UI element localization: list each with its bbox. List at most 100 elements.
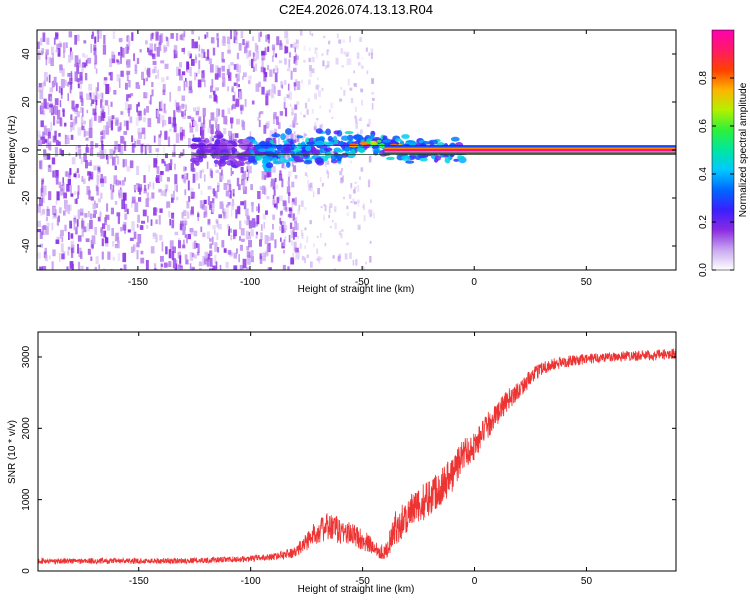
noise-speckle [144,108,146,116]
noise-speckle [216,36,219,40]
noise-speckle [304,207,307,211]
noise-speckle [356,52,360,59]
noise-speckle [246,177,249,181]
noise-speckle [241,174,245,180]
noise-speckle [346,242,349,246]
noise-speckle [122,224,127,231]
noise-speckle [274,86,276,95]
echo-blob [370,133,375,140]
noise-speckle [37,229,42,233]
noise-speckle [306,174,309,178]
noise-speckle [248,166,252,174]
noise-speckle [291,201,294,209]
noise-speckle [42,266,47,270]
noise-speckle [354,115,357,119]
noise-speckle [196,106,200,113]
noise-speckle [80,157,83,164]
noise-speckle [281,84,284,89]
noise-speckle [174,183,178,191]
noise-speckle [369,255,372,263]
noise-speckle [77,209,81,220]
noise-speckle [217,247,220,253]
noise-speckle [41,136,46,144]
noise-speckle [204,205,208,215]
noise-speckle [281,225,284,234]
noise-speckle [86,93,90,100]
noise-speckle [147,47,150,53]
noise-speckle [153,158,158,168]
noise-speckle [157,113,161,124]
noise-speckle [172,246,176,254]
echo-blob [203,138,210,144]
noise-speckle [173,123,177,133]
noise-speckle [121,199,126,210]
noise-speckle [293,200,297,206]
noise-speckle [207,185,212,190]
noise-speckle [48,94,52,101]
x-tick-label: -100 [240,277,260,288]
noise-speckle [266,34,270,40]
echo-blob [190,143,199,149]
x-tick-label: -50 [355,277,370,288]
noise-speckle [246,215,250,220]
noise-speckle [194,41,198,49]
noise-speckle [225,208,229,219]
noise-speckle [256,44,259,51]
noise-speckle [353,211,356,219]
noise-speckle [293,119,297,123]
noise-speckle [228,130,232,136]
noise-speckle [264,72,268,78]
noise-speckle [74,63,78,68]
noise-speckle [227,36,231,44]
spectrogram-y-axis-label: Frequency (Hz) [7,116,18,185]
noise-speckle [293,231,298,238]
noise-speckle [98,167,101,172]
noise-speckle [181,71,186,76]
noise-speckle [53,76,57,86]
y-tick-label: 0 [21,147,32,153]
noise-speckle [291,107,295,113]
noise-speckle [324,160,327,168]
noise-speckle [276,116,279,125]
noise-speckle [341,65,344,68]
noise-speckle [290,133,294,144]
noise-speckle [287,266,290,270]
noise-speckle [39,266,43,270]
noise-speckle [170,193,174,199]
noise-speckle [255,231,258,235]
noise-speckle [254,221,258,227]
noise-speckle [44,72,48,82]
noise-speckle [134,64,137,71]
noise-speckle [272,199,276,206]
noise-speckle [292,226,295,234]
noise-speckle [271,44,276,51]
noise-speckle [173,190,175,200]
spectrogram-x-axis-label: Height of straight line (km) [298,284,415,295]
noise-speckle [120,70,124,77]
noise-speckle [221,39,225,46]
echo-blob [214,130,222,136]
noise-speckle [201,48,203,59]
noise-speckle [293,42,297,49]
noise-speckle [112,241,115,247]
noise-speckle [292,198,295,203]
noise-speckle [71,122,75,131]
noise-speckle [160,60,165,64]
noise-speckle [59,148,62,155]
noise-speckle [204,79,206,88]
echo-blob [271,133,281,138]
noise-speckle [148,164,151,172]
noise-speckle [186,211,190,219]
noise-speckle [162,83,166,93]
noise-speckle [293,67,297,72]
noise-speckle [296,223,299,231]
noise-speckle [231,86,235,93]
noise-speckle [206,32,209,38]
noise-speckle [196,251,200,256]
noise-speckle [115,179,119,186]
noise-speckle [234,104,237,109]
noise-speckle [43,80,46,87]
noise-speckle [161,158,165,164]
noise-speckle [134,184,136,193]
noise-speckle [55,200,58,205]
